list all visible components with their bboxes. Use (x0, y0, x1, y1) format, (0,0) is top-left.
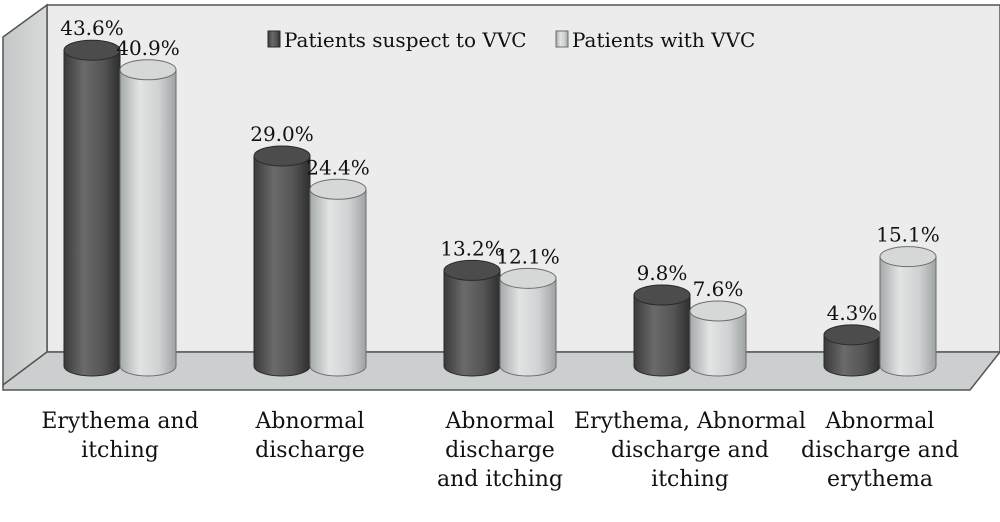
bar (823, 324, 881, 377)
data-label: 7.6% (693, 277, 744, 301)
bar (879, 246, 937, 377)
data-label: 40.9% (116, 36, 180, 60)
bar-body (119, 69, 177, 377)
category-label: Erythema, Abnormal discharge and itching (574, 409, 806, 492)
category-label: Abnormal discharge and itching (437, 409, 563, 492)
bar-body (689, 310, 747, 377)
legend-item: Patients with VVC (555, 28, 755, 52)
bar (309, 178, 367, 377)
bar (633, 284, 691, 377)
bar (253, 145, 311, 377)
bar (499, 267, 557, 377)
data-label: 29.0% (250, 122, 314, 146)
legend-item: Patients suspect to VVC (267, 28, 527, 52)
bar-top (689, 300, 747, 322)
bar-body (823, 334, 881, 377)
legend-swatch (555, 30, 569, 48)
bar (689, 300, 747, 377)
bar-top (309, 178, 367, 200)
bar-top (443, 259, 501, 281)
value-labels: 43.6%40.9% 29.0% 24.4% 13.2%12.1% 9.8%7.6% 4.… (60, 16, 940, 325)
bar-body (443, 269, 501, 377)
legend-label: Patients with VVC (572, 28, 755, 52)
bar-top (879, 246, 937, 268)
data-label: 15.1% (876, 223, 940, 247)
legend-swatch (267, 30, 281, 48)
bar-top (253, 145, 311, 167)
bar-top (633, 284, 691, 306)
bar (443, 259, 501, 377)
category-label: Abnormal discharge and erythema (801, 409, 959, 492)
category-label: Erythema and itching (41, 409, 198, 463)
bar-body (879, 256, 937, 377)
bar-body (253, 155, 311, 377)
legend-label: Patients suspect to VVC (284, 28, 527, 52)
data-label: 24.4% (306, 155, 370, 179)
bar-top (499, 267, 557, 289)
data-label: 4.3% (827, 301, 878, 325)
data-label: 12.1% (496, 244, 560, 268)
bars-layer (63, 39, 937, 377)
bar-body (499, 277, 557, 377)
category-label: Abnormal discharge (255, 409, 365, 463)
data-label: 43.6% (60, 16, 124, 40)
bar (119, 59, 177, 377)
chart-floor (2, 351, 1000, 391)
legend: Patients suspect to VVC Patients with VVC (267, 28, 755, 52)
category-axis: Erythema and itching Abnormal discharge Abno… (41, 409, 959, 492)
data-label: 9.8% (637, 261, 688, 285)
chart-side-wall (2, 3, 48, 387)
bar-body (309, 188, 367, 377)
bar-top (63, 39, 121, 61)
bar-top (119, 59, 177, 81)
data-label: 13.2% (440, 236, 504, 260)
bar-top (823, 324, 881, 346)
bar-body (633, 294, 691, 377)
bar-body (63, 49, 121, 377)
bar (63, 39, 121, 377)
